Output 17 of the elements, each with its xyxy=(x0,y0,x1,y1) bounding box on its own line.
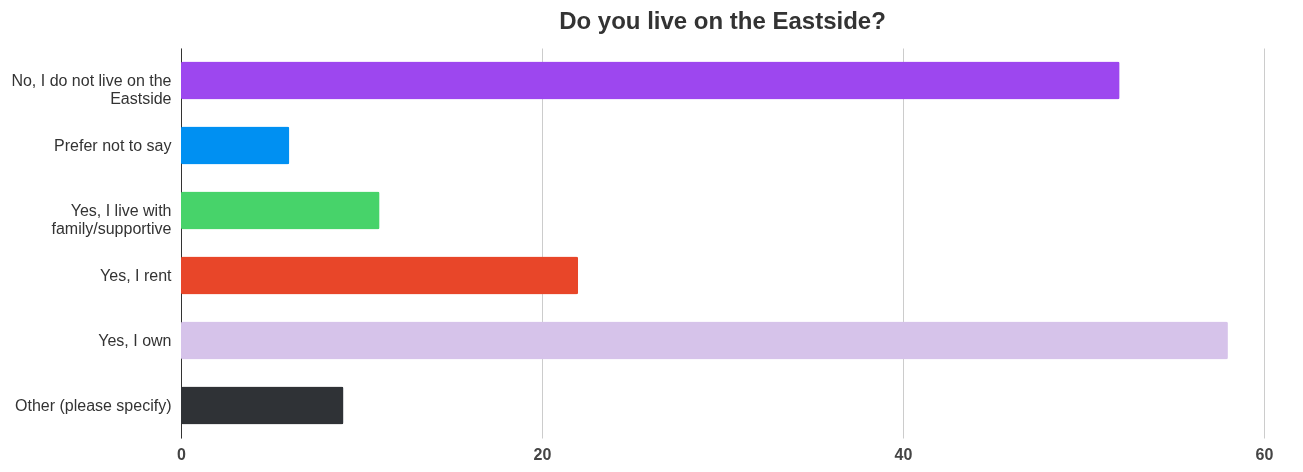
y-tick-label: Other (please specify) xyxy=(14,396,172,414)
bar xyxy=(181,386,344,425)
bar xyxy=(181,126,290,165)
y-tick-label: Yes, I own xyxy=(98,331,172,349)
bar xyxy=(181,256,579,295)
bar xyxy=(181,191,380,230)
chart-title: Do you live on the Eastside? xyxy=(559,7,886,34)
x-tick-label: 40 xyxy=(894,445,913,463)
x-tick-label: 0 xyxy=(177,445,187,463)
x-tick-label: 20 xyxy=(533,445,552,463)
y-tick-label: Yes, I rent xyxy=(100,266,173,284)
bar xyxy=(181,61,1120,100)
x-tick-label: 60 xyxy=(1255,445,1274,463)
y-tick-label: Prefer not to say xyxy=(54,136,172,154)
y-tick-label: Yes, I live with family/supportive xyxy=(51,201,172,237)
y-tick-label: No, I do not live on the Eastside xyxy=(11,71,172,107)
bar xyxy=(181,321,1228,360)
